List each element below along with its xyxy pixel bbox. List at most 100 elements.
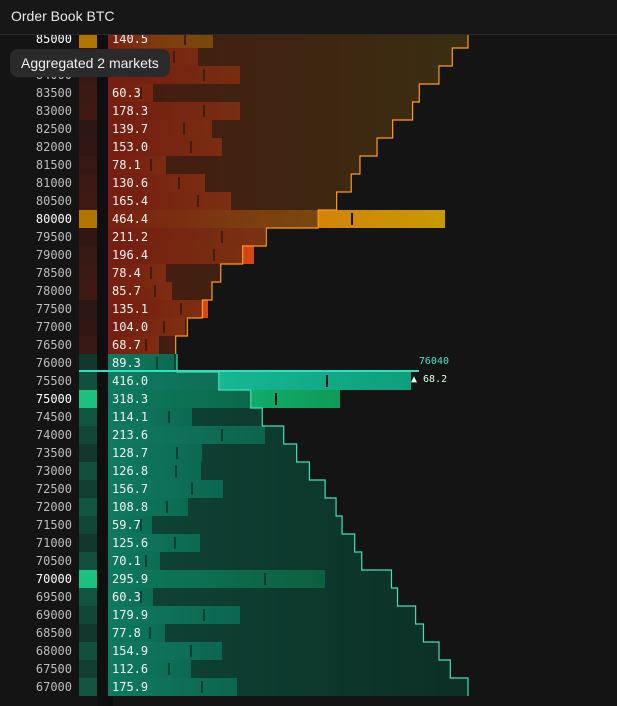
volume-label: 175.9: [112, 680, 149, 694]
volume-label: 128.7: [112, 446, 149, 460]
heatmap-cell: [79, 138, 97, 156]
heatmap-cell: [79, 264, 97, 282]
volume-label: 416.0: [112, 374, 149, 388]
volume-label: 89.3: [112, 356, 141, 370]
price-label: 74500: [35, 410, 72, 424]
volume-label: 135.1: [112, 302, 149, 316]
price-label: 71500: [35, 518, 72, 532]
heatmap-cell: [79, 408, 97, 426]
price-label: 78500: [35, 266, 72, 280]
price-label: 82000: [35, 140, 72, 154]
bid-row[interactable]: 69500 60.3: [0, 588, 617, 606]
price-label: 79000: [35, 248, 72, 262]
volume-label: 213.6: [112, 428, 149, 442]
volume-label: 125.6: [112, 536, 149, 550]
heatmap-cell: [79, 354, 97, 372]
price-label: 83500: [35, 86, 72, 100]
volume-label: 139.7: [112, 122, 149, 136]
volume-label: 68.7: [112, 338, 141, 352]
price-label: 75000: [35, 392, 72, 406]
heatmap-cell: [79, 498, 97, 516]
ask-depth-line: [175, 35, 469, 354]
heatmap-cell: [79, 102, 97, 120]
bid-depth-line: [176, 354, 469, 696]
volume-label: 60.3: [112, 590, 141, 604]
volume-label: 295.9: [112, 572, 149, 586]
heatmap-cell: [79, 552, 97, 570]
price-label: 73500: [35, 446, 72, 460]
order-book-header: Order Book BTC: [0, 0, 617, 35]
price-change-label: ▲ 68.2: [411, 374, 448, 385]
ask-depth-fill: [108, 35, 468, 354]
price-label: 70500: [35, 554, 72, 568]
volume-label: 178.3: [112, 104, 149, 118]
price-label: 70000: [35, 572, 72, 586]
bar-separator: [275, 393, 277, 405]
heatmap-cell: [79, 174, 97, 192]
heatmap-cell: [79, 444, 97, 462]
last-price-line: [79, 370, 419, 372]
heatmap-cell: [79, 390, 97, 408]
volume-label: 179.9: [112, 608, 149, 622]
price-label: 67000: [35, 680, 72, 694]
price-label: 67500: [35, 662, 72, 676]
volume-label: 154.9: [112, 644, 149, 658]
volume-label: 211.2: [112, 230, 149, 244]
price-label: 73000: [35, 464, 72, 478]
price-label: 81000: [35, 176, 72, 190]
volume-label: 114.1: [112, 410, 149, 424]
volume-label: 318.3: [112, 392, 149, 406]
price-label: 82500: [35, 122, 72, 136]
price-label: 69500: [35, 590, 72, 604]
order-book-title: Order Book BTC: [11, 8, 115, 24]
price-label: 77500: [35, 302, 72, 316]
volume-label: 108.8: [112, 500, 149, 514]
volume-label: 156.7: [112, 482, 149, 496]
heatmap-cell: [79, 192, 97, 210]
heatmap-cell: [79, 642, 97, 660]
volume-label: 153.0: [112, 140, 149, 154]
price-label: 69000: [35, 608, 72, 622]
bar-separator: [326, 375, 328, 387]
heatmap-cell: [79, 372, 97, 390]
volume-label: 165.4: [112, 194, 149, 208]
heatmap-cell: [79, 588, 97, 606]
heatmap-cell: [79, 426, 97, 444]
volume-label: 78.1: [112, 158, 141, 172]
price-label: 81500: [35, 158, 72, 172]
depth-chart: [108, 35, 469, 696]
price-label: 68500: [35, 626, 72, 640]
volume-label: 112.6: [112, 662, 149, 676]
price-label: 77000: [35, 320, 72, 334]
order-book-panel[interactable]: 76040 ▲ 68.2 85000140.584500840008350060…: [0, 35, 617, 706]
volume-label: 60.3: [112, 86, 141, 100]
price-label: 75500: [35, 374, 72, 388]
price-label: 76500: [35, 338, 72, 352]
heatmap-cell: [79, 318, 97, 336]
price-label: 83000: [35, 104, 72, 118]
heatmap-cell: [79, 120, 97, 138]
price-label: 85000: [35, 35, 72, 46]
price-label: 71000: [35, 536, 72, 550]
heatmap-cell: [79, 462, 97, 480]
price-label: 80500: [35, 194, 72, 208]
volume-label: 85.7: [112, 284, 141, 298]
price-label: 68000: [35, 644, 72, 658]
volume-label: 130.6: [112, 176, 149, 190]
heatmap-cell: [79, 624, 97, 642]
heatmap-cell: [79, 35, 97, 48]
bid-depth-fill: [108, 354, 468, 696]
heatmap-cell: [79, 606, 97, 624]
volume-label: 464.4: [112, 212, 149, 226]
heatmap-cell: [79, 300, 97, 318]
volume-label: 78.4: [112, 266, 141, 280]
price-label: 72500: [35, 482, 72, 496]
heatmap-cell: [79, 156, 97, 174]
price-label: 78000: [35, 284, 72, 298]
last-price-label: 76040: [418, 356, 449, 367]
volume-label: 70.1: [112, 554, 141, 568]
heatmap-cell: [79, 570, 97, 588]
heatmap-cell: [79, 660, 97, 678]
heatmap-cell: [79, 336, 97, 354]
aggregated-markets-tooltip: Aggregated 2 markets: [10, 49, 170, 77]
